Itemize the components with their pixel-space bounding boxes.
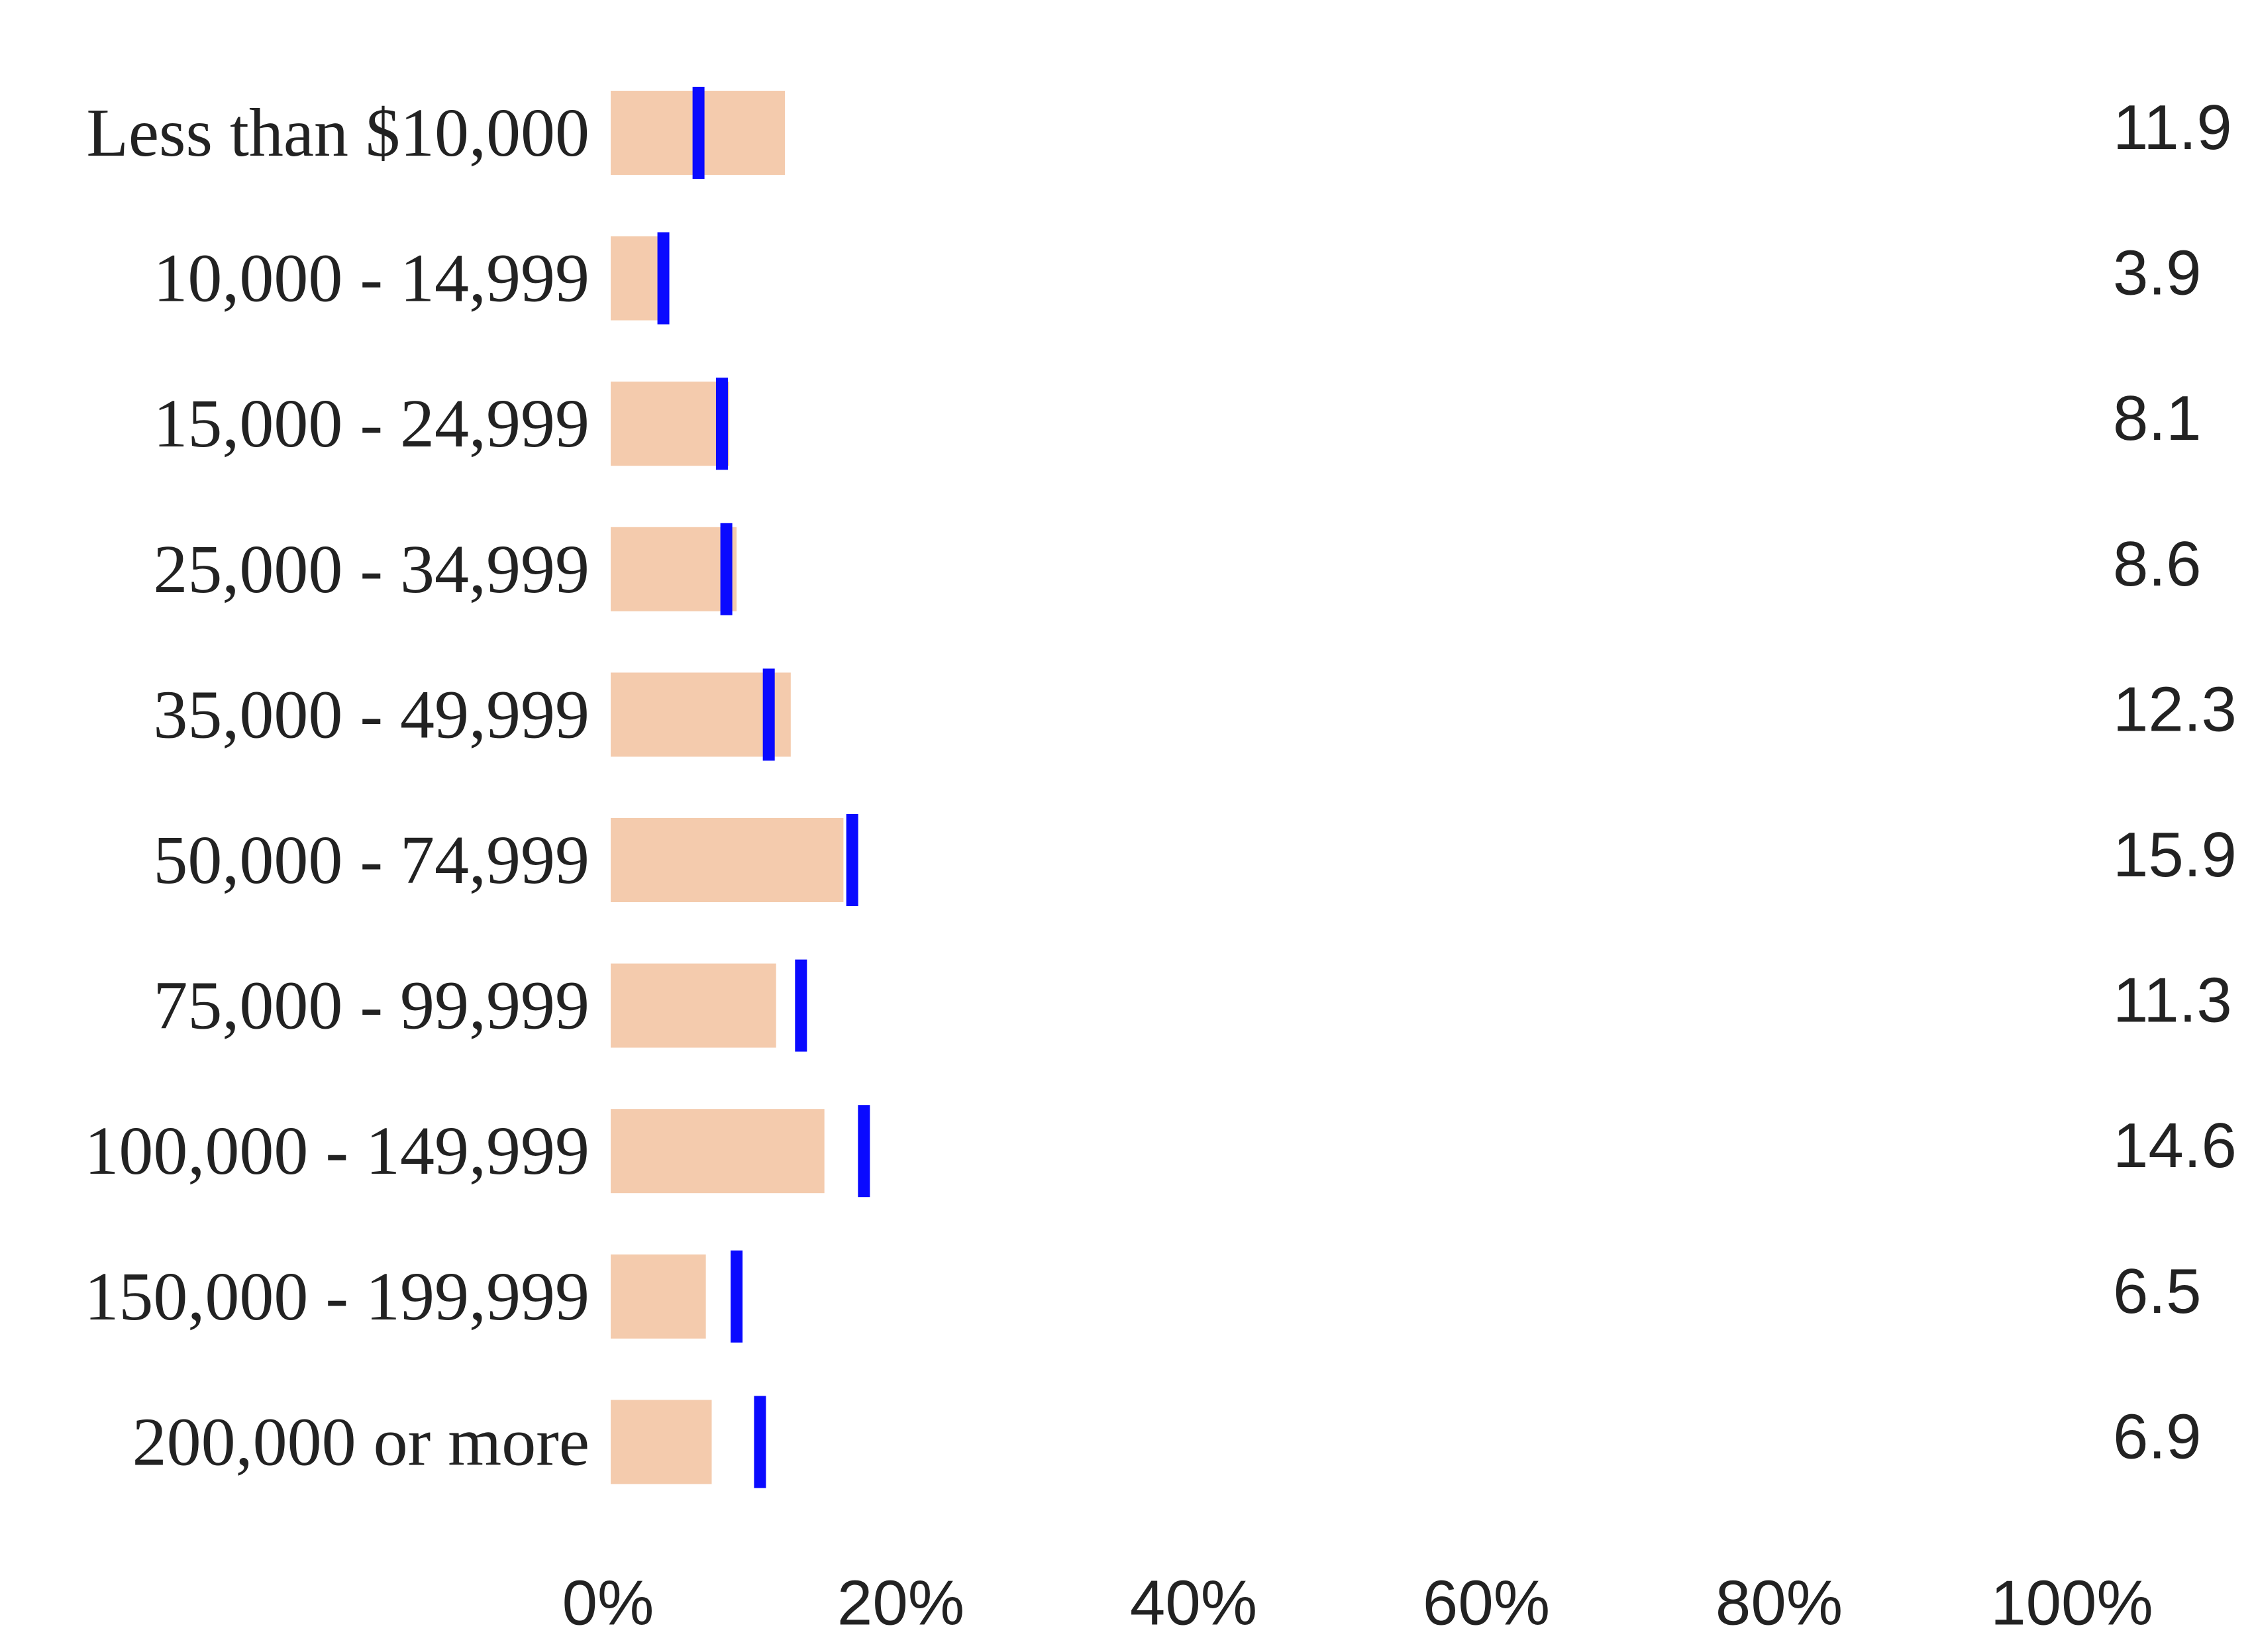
value-labels: 11.9 3.9 8.1 8.6 12.3 15.9 11.3 14.6 6.5 6.9 (2113, 92, 2237, 1472)
bars-layer (611, 91, 844, 1484)
marker (715, 378, 728, 470)
value-label: 15.9 (2113, 819, 2237, 890)
marker (858, 1105, 870, 1198)
bar (611, 963, 776, 1048)
marker (762, 668, 775, 761)
x-tick-label: 40% (1130, 1568, 1257, 1639)
marker (720, 523, 733, 615)
bar (611, 1109, 825, 1194)
markers-layer (657, 87, 870, 1488)
marker (846, 814, 858, 906)
x-tick-label: 20% (837, 1568, 964, 1639)
category-label: 100,000 - 149,999 (84, 1113, 589, 1189)
bar (611, 527, 737, 611)
category-label: 25,000 - 34,999 (153, 531, 589, 607)
bar (611, 1400, 712, 1484)
value-label: 8.1 (2113, 383, 2201, 454)
category-label: 10,000 - 14,999 (153, 240, 589, 317)
value-label: 14.6 (2113, 1110, 2237, 1181)
bar (611, 672, 791, 757)
category-label: 75,000 - 99,999 (153, 968, 589, 1044)
marker (731, 1250, 743, 1343)
x-tick-label: 0% (562, 1568, 654, 1639)
marker (795, 959, 807, 1052)
x-axis-tick-labels: 0% 20% 40% 60% 80% 100% (562, 1568, 2153, 1639)
marker (692, 87, 705, 179)
value-label: 8.6 (2113, 529, 2201, 599)
x-tick-label: 80% (1716, 1568, 1843, 1639)
value-label: 12.3 (2113, 674, 2237, 745)
bar (611, 382, 730, 466)
category-label: 200,000 or more (132, 1404, 589, 1480)
marker (657, 232, 670, 325)
marker (754, 1396, 766, 1488)
category-label: 35,000 - 49,999 (153, 676, 589, 752)
category-labels: Less than $10,000 10,000 - 14,999 15,000 -… (84, 95, 589, 1480)
category-label: 150,000 - 199,999 (84, 1259, 589, 1335)
category-label: 50,000 - 74,999 (153, 822, 589, 898)
value-label: 3.9 (2113, 238, 2201, 309)
bar (611, 1254, 706, 1339)
value-label: 11.9 (2113, 92, 2232, 163)
x-tick-label: 60% (1423, 1568, 1550, 1639)
value-label: 11.3 (2113, 965, 2232, 1036)
category-label: 15,000 - 24,999 (153, 386, 589, 462)
category-label: Less than $10,000 (86, 95, 589, 171)
value-label: 6.5 (2113, 1256, 2201, 1327)
value-label: 6.9 (2113, 1401, 2201, 1472)
x-tick-label: 100% (1990, 1568, 2153, 1639)
bar (611, 818, 844, 902)
